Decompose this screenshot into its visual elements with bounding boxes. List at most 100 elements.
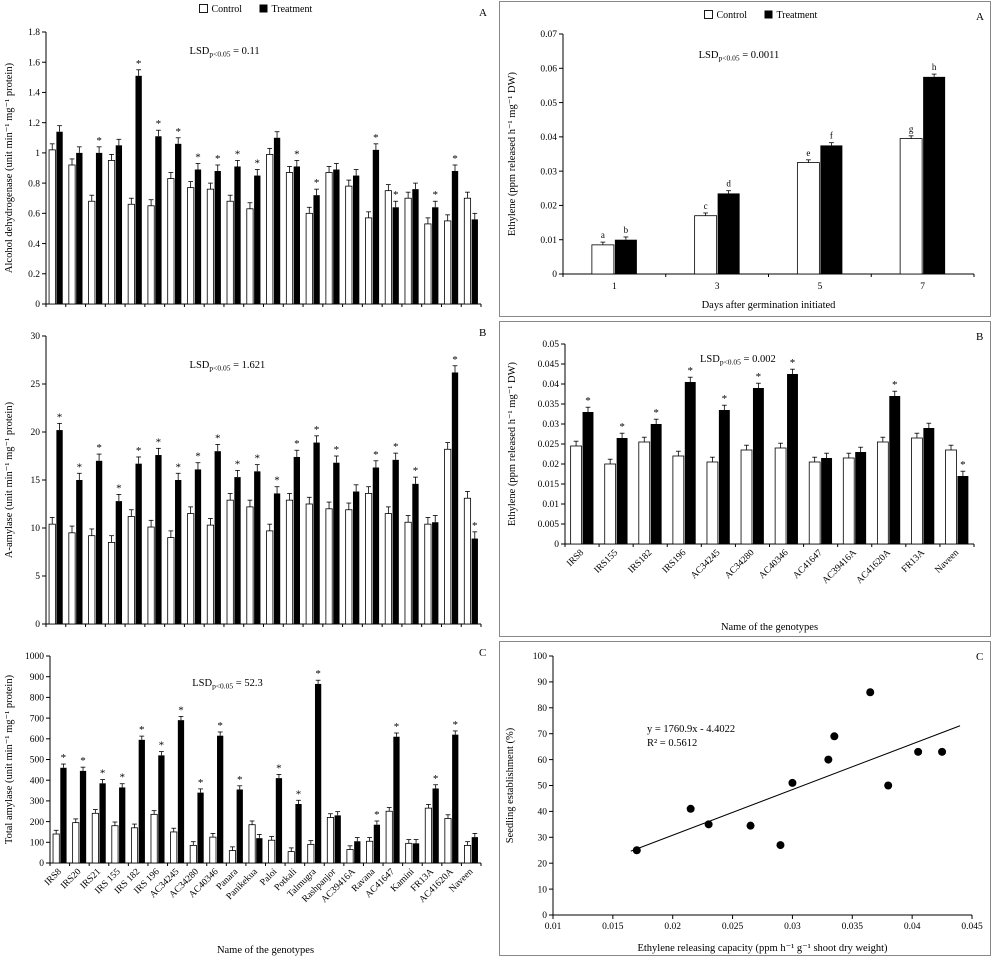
bar-treatment xyxy=(752,388,764,544)
bar-treatment xyxy=(138,739,145,864)
bar-group: *Talmugra xyxy=(286,668,322,900)
significance-asterisk: * xyxy=(960,459,966,471)
svg-text:0: 0 xyxy=(35,620,40,630)
scatter-point xyxy=(884,781,893,790)
bar-treatment xyxy=(354,841,361,864)
svg-text:0: 0 xyxy=(542,911,547,921)
bar-treatment xyxy=(821,458,833,544)
bar-group xyxy=(48,125,63,305)
bar-treatment xyxy=(60,767,67,863)
significance-asterisk: * xyxy=(296,788,302,800)
bar-treatment xyxy=(295,804,302,864)
scatter-point xyxy=(830,732,839,741)
bar-group xyxy=(424,515,439,625)
equation-label: y = 1760.9x - 4.4022 xyxy=(647,724,735,735)
svg-text:1: 1 xyxy=(35,149,40,159)
svg-text:0.06: 0.06 xyxy=(540,64,557,74)
bar-treatment xyxy=(718,410,730,544)
y-axis-title: Ethylene (ppm released h⁻¹ mg⁻¹ DW) xyxy=(507,361,518,526)
svg-text:20: 20 xyxy=(31,428,41,438)
bar-group xyxy=(266,131,281,305)
svg-text:0.01: 0.01 xyxy=(545,922,562,932)
bar-group: * xyxy=(424,189,439,305)
bar-treatment xyxy=(471,538,478,624)
significance-asterisk: * xyxy=(175,461,181,473)
alpha-amylase-chart: 0 5 10 15 20 25 30 * * * * * * * * * * * * * * * * * * * * LSDp<0.0… xyxy=(4,327,486,630)
scatter-point xyxy=(776,841,785,850)
bar-control xyxy=(268,839,276,864)
significance-asterisk: * xyxy=(178,704,184,716)
significance-asterisk: * xyxy=(139,724,145,736)
bar-control xyxy=(591,244,615,275)
significance-asterisk: * xyxy=(217,720,223,732)
bar-control xyxy=(167,537,175,625)
bar-treatment xyxy=(372,467,380,624)
scatter-point xyxy=(914,747,923,756)
significance-asterisk: * xyxy=(274,475,280,487)
panel-border xyxy=(499,641,991,956)
bar-group: * xyxy=(107,482,123,625)
panel-letter: B xyxy=(479,327,486,339)
bar-treatment xyxy=(614,239,637,274)
total-amylase-chart: 01002003004005006007008009001000*IRS8*IR… xyxy=(4,647,486,956)
bar-control xyxy=(366,840,374,864)
significance-asterisk: * xyxy=(722,393,728,405)
bar-control xyxy=(88,200,96,305)
bar-control xyxy=(68,532,76,625)
significance-asterisk: * xyxy=(393,441,399,453)
bar-control xyxy=(911,437,923,545)
svg-text:5: 5 xyxy=(35,572,40,582)
significance-asterisk: * xyxy=(96,442,102,454)
bar-treatment xyxy=(889,396,901,544)
bar-control xyxy=(147,526,155,625)
bar-control xyxy=(187,513,195,625)
bar-treatment xyxy=(352,175,360,304)
significance-asterisk: * xyxy=(80,755,86,767)
bar-control xyxy=(424,223,432,305)
x-tick-label: 3 xyxy=(715,282,720,292)
panel-letter: A xyxy=(976,11,984,23)
significance-asterisk: * xyxy=(235,148,241,160)
y-axis-title: Alcohol dehydrogenase (unit min⁻¹ mg⁻¹ p… xyxy=(4,62,15,273)
ethylene-days-chart: 0 0.01 0.02 0.03 0.04 0.05 0.06 0.07 a b 1 c d 3 e f 5 g h… xyxy=(499,1,991,317)
significance-asterisk: * xyxy=(453,719,459,731)
bar-control xyxy=(48,149,56,305)
x-tick-label: AC39416A xyxy=(821,548,859,586)
x-tick-label: AC41620A xyxy=(855,548,893,586)
panel-seedling-scatter: 0 10 20 30 40 50 60 70 80 90 100 0.01 0.015 0.02 0.025… xyxy=(497,640,994,959)
x-tick-label: IRS155 xyxy=(593,548,621,576)
x-tick-label: 5 xyxy=(818,282,823,292)
significance-asterisk: * xyxy=(413,465,419,477)
bar-treatment xyxy=(352,491,360,624)
bar-group: * xyxy=(384,184,399,305)
bar-treatment xyxy=(197,792,204,863)
svg-text:700: 700 xyxy=(30,714,45,724)
bar-group: * IRS182 xyxy=(627,407,662,576)
scatter-point xyxy=(788,778,797,787)
bar-treatment xyxy=(392,459,399,624)
bar-treatment xyxy=(254,175,261,304)
svg-text:0.04: 0.04 xyxy=(540,133,557,143)
bar-treatment xyxy=(717,193,740,274)
bar-treatment xyxy=(275,778,283,863)
bar-group: FR13A xyxy=(900,422,935,575)
bar-group: c d 3 xyxy=(694,179,740,292)
bar-group: * xyxy=(147,436,162,625)
bar-treatment xyxy=(650,424,662,544)
svg-text:400: 400 xyxy=(30,776,45,786)
svg-text:0.03: 0.03 xyxy=(784,922,801,932)
bar-group xyxy=(68,146,83,305)
significance-asterisk: * xyxy=(452,153,458,165)
svg-text:0.6: 0.6 xyxy=(28,210,40,220)
bar-group: * xyxy=(226,148,241,305)
bar-treatment xyxy=(393,736,400,863)
bar-treatment xyxy=(293,456,300,624)
bar-treatment xyxy=(119,787,126,864)
svg-text:0.02: 0.02 xyxy=(664,922,681,932)
bar-control xyxy=(72,822,80,864)
bar-control xyxy=(842,457,855,545)
svg-text:500: 500 xyxy=(30,756,45,766)
bar-group: e f 5 xyxy=(796,131,843,292)
bar-control xyxy=(111,825,119,864)
